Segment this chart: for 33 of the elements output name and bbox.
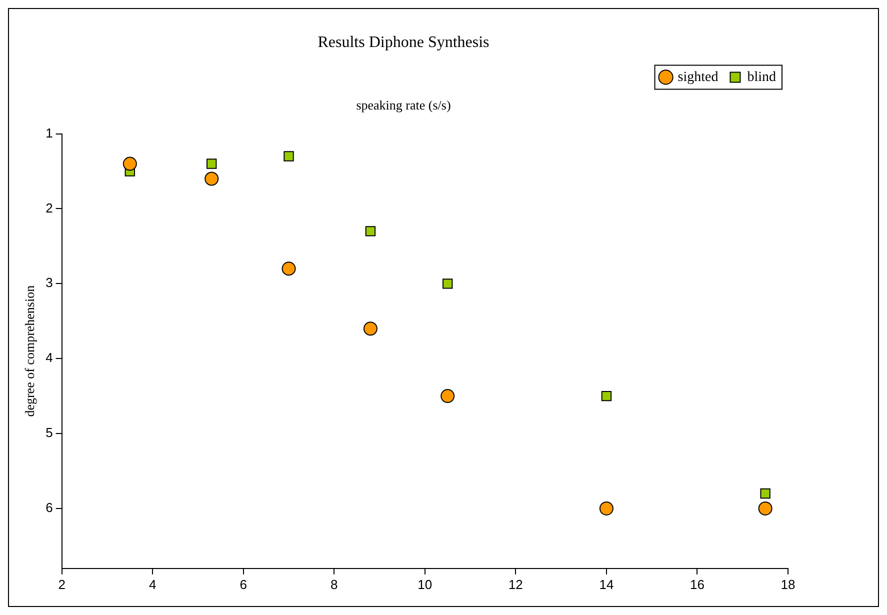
x-tick-label: 18 [780, 576, 796, 592]
point [601, 390, 612, 402]
y-axis-title: degree of comprehension [22, 284, 38, 417]
y-tick-label: 2 [46, 200, 53, 216]
point [122, 156, 137, 171]
y-tick-label: 6 [46, 500, 53, 516]
x-tick-label: 16 [690, 576, 704, 592]
y-tick-label: 5 [46, 425, 53, 440]
point [758, 501, 772, 516]
x-tick-label: 10 [418, 576, 432, 592]
x-axis-title: speaking rate (s/s) [356, 97, 451, 112]
point [440, 389, 455, 404]
x-tick-label: 4 [148, 576, 156, 592]
y-tick-label: 3 [46, 275, 53, 290]
point [284, 151, 294, 162]
point [442, 278, 453, 289]
legend-label: sighted [678, 70, 718, 85]
y-tick-label: 1 [46, 125, 53, 140]
point [363, 322, 378, 336]
x-tick-label: 12 [508, 576, 523, 592]
chart-title: Results Diphone Synthesis [318, 34, 490, 51]
x-tick-label: 14 [599, 576, 614, 592]
legend-label: blind [747, 70, 776, 85]
point [365, 226, 376, 236]
x-tick-label: 2 [58, 576, 66, 592]
point [282, 262, 296, 276]
point [760, 488, 770, 499]
point [206, 158, 217, 169]
point [204, 172, 219, 186]
point [599, 501, 614, 516]
x-tick-label: 6 [240, 576, 247, 592]
y-tick-label: 4 [46, 350, 53, 366]
x-tick-label: 8 [330, 576, 338, 592]
